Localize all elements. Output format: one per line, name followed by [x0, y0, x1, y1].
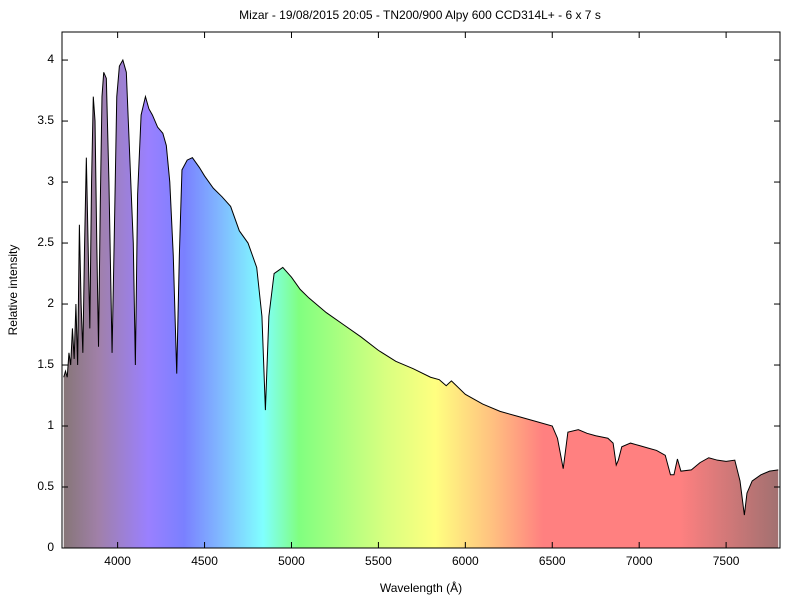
spectrum-line	[63, 58, 779, 516]
x-tick-label: 4000	[104, 554, 131, 568]
x-tick-label: 5000	[278, 554, 305, 568]
x-tick-label: 4500	[191, 554, 218, 568]
spectrum-fill	[63, 60, 779, 549]
x-axis-label: Wavelength (Å)	[380, 580, 462, 595]
x-tick-label: 6500	[539, 554, 566, 568]
y-tick-label: 0.5	[37, 479, 54, 493]
y-tick-label: 2	[47, 296, 54, 310]
y-tick-label: 4	[47, 52, 54, 66]
y-tick-label: 1.5	[37, 357, 54, 371]
plot-frame	[61, 31, 781, 549]
x-tick-label: 6000	[452, 554, 479, 568]
y-tick-label: 2.5	[37, 235, 54, 249]
y-tick-label: 3.5	[37, 113, 54, 127]
x-tick-label: 5500	[365, 554, 392, 568]
chart-title: Mizar - 19/08/2015 20:05 - TN200/900 Alp…	[239, 8, 601, 22]
y-tick-label: 3	[47, 174, 54, 188]
y-tick-label: 1	[47, 418, 54, 432]
y-axis-label: Relative intensity	[6, 245, 20, 336]
x-tick-label: 7500	[713, 554, 740, 568]
x-tick-label: 7000	[626, 554, 653, 568]
y-tick-label: 0	[47, 540, 54, 554]
